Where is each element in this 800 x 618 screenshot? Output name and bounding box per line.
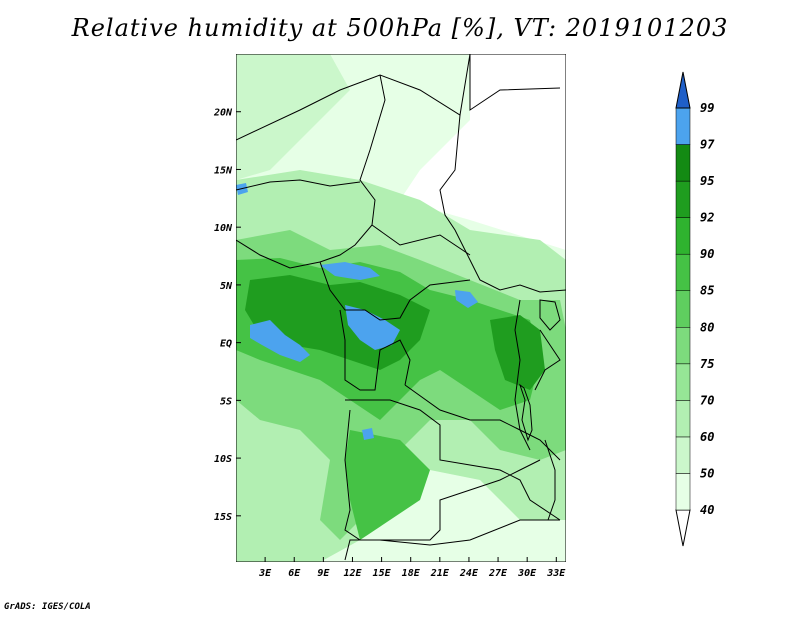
humidity-zone-97-center xyxy=(320,262,380,280)
grads-credit: GrADS: IGES/COLA xyxy=(4,602,91,612)
lat-tick-label: 10S xyxy=(214,454,232,465)
colorbar-label: 90 xyxy=(700,247,714,261)
humidity-zone-97-congo xyxy=(345,305,400,350)
border-line xyxy=(236,239,321,269)
border-line xyxy=(319,74,386,263)
border-line xyxy=(344,409,541,541)
border-line xyxy=(339,309,411,391)
colorbar-label: 97 xyxy=(700,138,715,152)
border-line xyxy=(514,299,531,451)
lon-tick-label: 6E xyxy=(288,568,301,579)
lat-tick-label: 5S xyxy=(220,396,232,407)
colorbar-label: 70 xyxy=(700,393,714,407)
country-borders xyxy=(236,54,566,561)
colorbar-segment xyxy=(675,436,691,474)
colorbar-segment xyxy=(675,144,691,182)
lake-outline xyxy=(539,299,561,331)
lon-tick-label: 18E xyxy=(402,568,421,579)
border-line xyxy=(345,399,561,521)
border-line xyxy=(404,384,561,461)
map-plot-area xyxy=(236,54,566,562)
border-line xyxy=(534,329,561,391)
colorbar-segment xyxy=(675,400,691,438)
longitude-ticks: 3E 6E 9E 12E 15E 18E 21E 24E 27E 30E 33E xyxy=(258,557,566,579)
colorbar-label: 92 xyxy=(700,211,714,225)
colorbar-segment xyxy=(675,473,691,511)
humidity-zone-97 xyxy=(250,320,310,362)
border-line xyxy=(469,54,561,111)
lat-tick-label: 5N xyxy=(220,281,233,292)
lon-tick-label: 9E xyxy=(317,568,330,579)
border-line xyxy=(371,224,471,256)
border-line xyxy=(344,519,560,561)
lake-outline xyxy=(519,383,533,442)
lon-tick-label: 24E xyxy=(459,568,479,579)
lon-tick-label: 30E xyxy=(517,568,537,579)
lat-tick-label: 10N xyxy=(214,223,233,234)
lat-tick-label: 15N xyxy=(214,165,233,176)
colorbar-label: 40 xyxy=(700,503,714,517)
humidity-zone-light-north xyxy=(236,54,350,180)
colorbar-label: 95 xyxy=(700,174,714,188)
humidity-zone-85-south xyxy=(345,430,430,540)
lon-tick-label: 12E xyxy=(343,568,362,579)
colorbar-label: 50 xyxy=(700,466,714,480)
lat-tick-label: 15S xyxy=(214,512,232,523)
border-line xyxy=(544,439,556,521)
humidity-field xyxy=(236,54,566,562)
colorbar-label: 75 xyxy=(700,357,714,371)
lat-tick-label: EQ xyxy=(220,339,232,350)
colorbar-label: 80 xyxy=(700,320,714,334)
border-line xyxy=(236,179,361,191)
page-title: Relative humidity at 500hPa [%], VT: 201… xyxy=(71,14,729,42)
colorbar-segment xyxy=(675,253,691,291)
lon-tick-label: 3E xyxy=(258,568,272,579)
lat-tick-label: 20N xyxy=(213,108,233,119)
colorbar-label: 85 xyxy=(700,284,714,298)
colorbar: 40 50 60 70 75 80 85 90 92 95 97 99 xyxy=(675,71,715,547)
humidity-zone-92-east xyxy=(490,315,545,390)
colorbar-segment xyxy=(675,180,691,218)
colorbar-segment xyxy=(675,107,691,145)
lon-tick-label: 33E xyxy=(546,568,566,579)
humidity-zone-97-east xyxy=(455,290,478,308)
lon-tick-label: 15E xyxy=(373,568,392,579)
colorbar-under-triangle xyxy=(675,509,691,547)
border-line xyxy=(319,261,471,321)
humidity-zone-97-south xyxy=(362,428,374,440)
colorbar-segment xyxy=(675,290,691,328)
lon-tick-label: 21E xyxy=(430,568,450,579)
latitude-ticks: 20N 15N 10N 5N EQ 5S 10S 15S xyxy=(213,108,241,523)
colorbar-segment xyxy=(675,363,691,401)
colorbar-segment xyxy=(675,327,691,365)
colorbar-over-triangle xyxy=(675,71,691,109)
colorbar-segment xyxy=(675,217,691,255)
border-line xyxy=(439,114,566,293)
colorbar-label: 99 xyxy=(700,101,714,115)
colorbar-label: 60 xyxy=(700,430,714,444)
lon-tick-label: 27E xyxy=(488,568,508,579)
